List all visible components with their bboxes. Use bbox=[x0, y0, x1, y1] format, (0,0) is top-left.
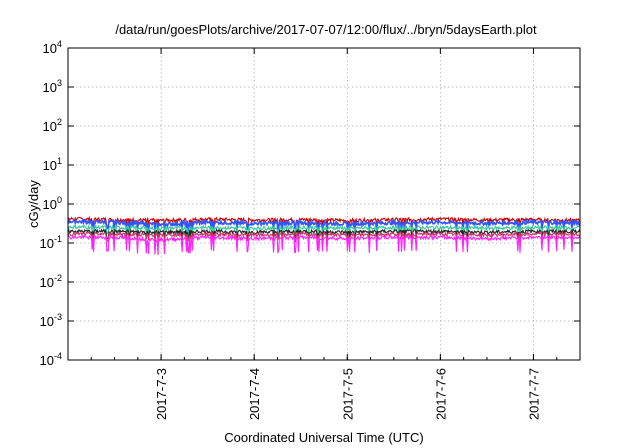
y-tick-label: 103 bbox=[43, 78, 62, 95]
x-axis: 2017-7-3 2017-7-4 2017-7-5 2017-7-6 2017-7-7 bbox=[67, 48, 581, 420]
series-group bbox=[67, 215, 581, 256]
y-tick-label: 10-2 bbox=[40, 273, 62, 290]
y-tick-label: 102 bbox=[43, 117, 62, 134]
grid bbox=[68, 48, 580, 360]
series-line-2 bbox=[67, 217, 581, 232]
y-tick-label: 101 bbox=[43, 156, 62, 173]
x-tick-label: 2017-7-4 bbox=[247, 368, 262, 420]
chart-title: /data/run/goesPlots/archive/2017-07-07/1… bbox=[115, 22, 537, 37]
y-tick-label: 10-3 bbox=[40, 312, 62, 329]
x-axis-label: Coordinated Universal Time (UTC) bbox=[224, 430, 423, 445]
x-tick-label: 2017-7-3 bbox=[154, 368, 169, 420]
series-line-3 bbox=[67, 223, 581, 238]
series-line-4 bbox=[67, 228, 581, 241]
y-axis-label: cGy/day bbox=[26, 180, 41, 228]
y-tick-label: 10-1 bbox=[40, 234, 62, 251]
y-axis: 10-4 10-3 10-2 10-1 100 101 102 103 104 bbox=[40, 39, 580, 368]
series-line-6 bbox=[67, 233, 581, 256]
series-line-5 bbox=[67, 230, 581, 243]
x-tick-label: 2017-7-7 bbox=[526, 368, 541, 420]
y-tick-label: 100 bbox=[43, 195, 62, 212]
x-tick-label: 2017-7-6 bbox=[433, 368, 448, 420]
x-tick-label: 2017-7-5 bbox=[340, 368, 355, 420]
y-tick-label: 104 bbox=[43, 39, 62, 56]
y-tick-label: 10-4 bbox=[40, 351, 62, 368]
